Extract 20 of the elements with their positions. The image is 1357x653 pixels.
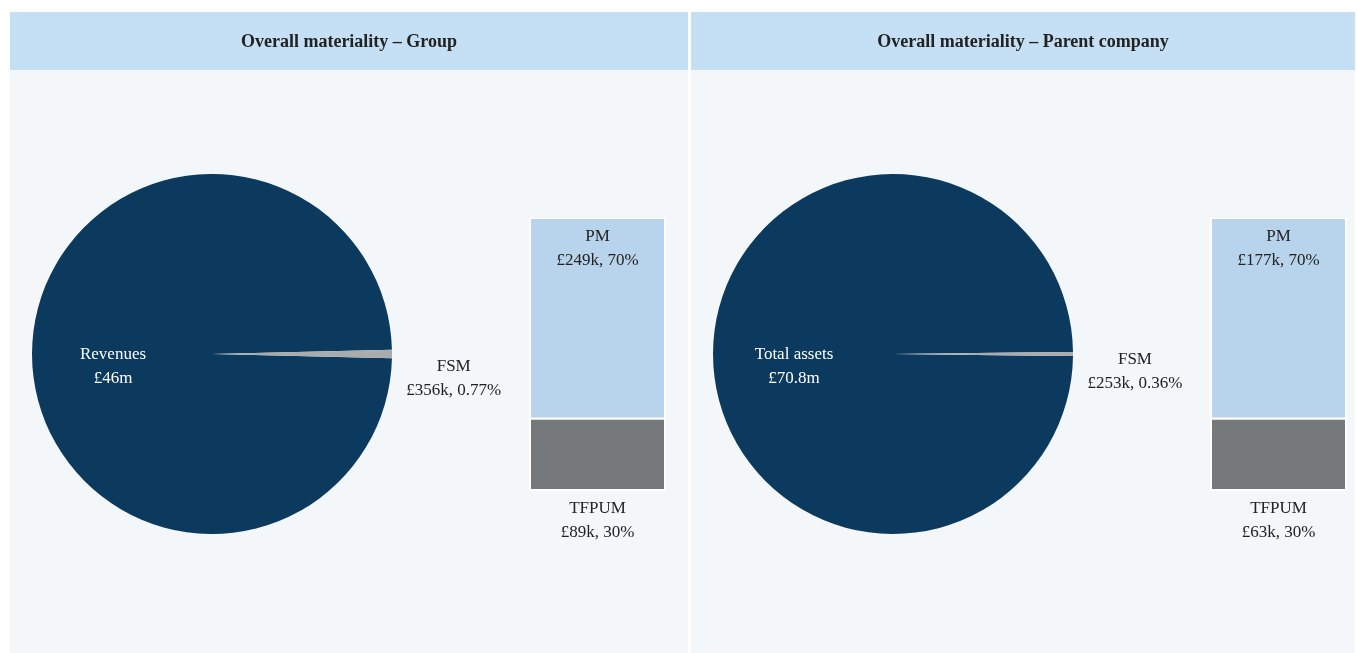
data-label: £46m xyxy=(93,368,133,387)
slice-label: Revenues xyxy=(79,344,147,363)
slice-label: Total assets xyxy=(754,344,834,363)
data-label: £70.8m xyxy=(768,368,820,387)
chart-title: Overall materiality – Parent company xyxy=(691,12,1355,70)
data-label: £63k, 30% xyxy=(1241,522,1316,541)
data-label: £253k, 0.36% xyxy=(1087,373,1183,393)
series-label: PM xyxy=(585,226,610,245)
series-label: PM xyxy=(1266,226,1291,245)
pie-slice xyxy=(713,174,1073,534)
series-label: TFPUM xyxy=(569,498,626,517)
data-label: £356k, 0.77% xyxy=(406,379,502,399)
slice-label: FSM xyxy=(1117,349,1152,369)
series-label: TFPUM xyxy=(1250,498,1307,517)
data-label: £177k, 70% xyxy=(1237,250,1320,269)
data-label: £249k, 70% xyxy=(556,250,639,269)
data-label: £89k, 30% xyxy=(560,522,635,541)
slice-label: FSM xyxy=(436,355,471,375)
chart-title: Overall materiality – Group xyxy=(10,12,688,70)
pie-slice xyxy=(32,174,392,534)
